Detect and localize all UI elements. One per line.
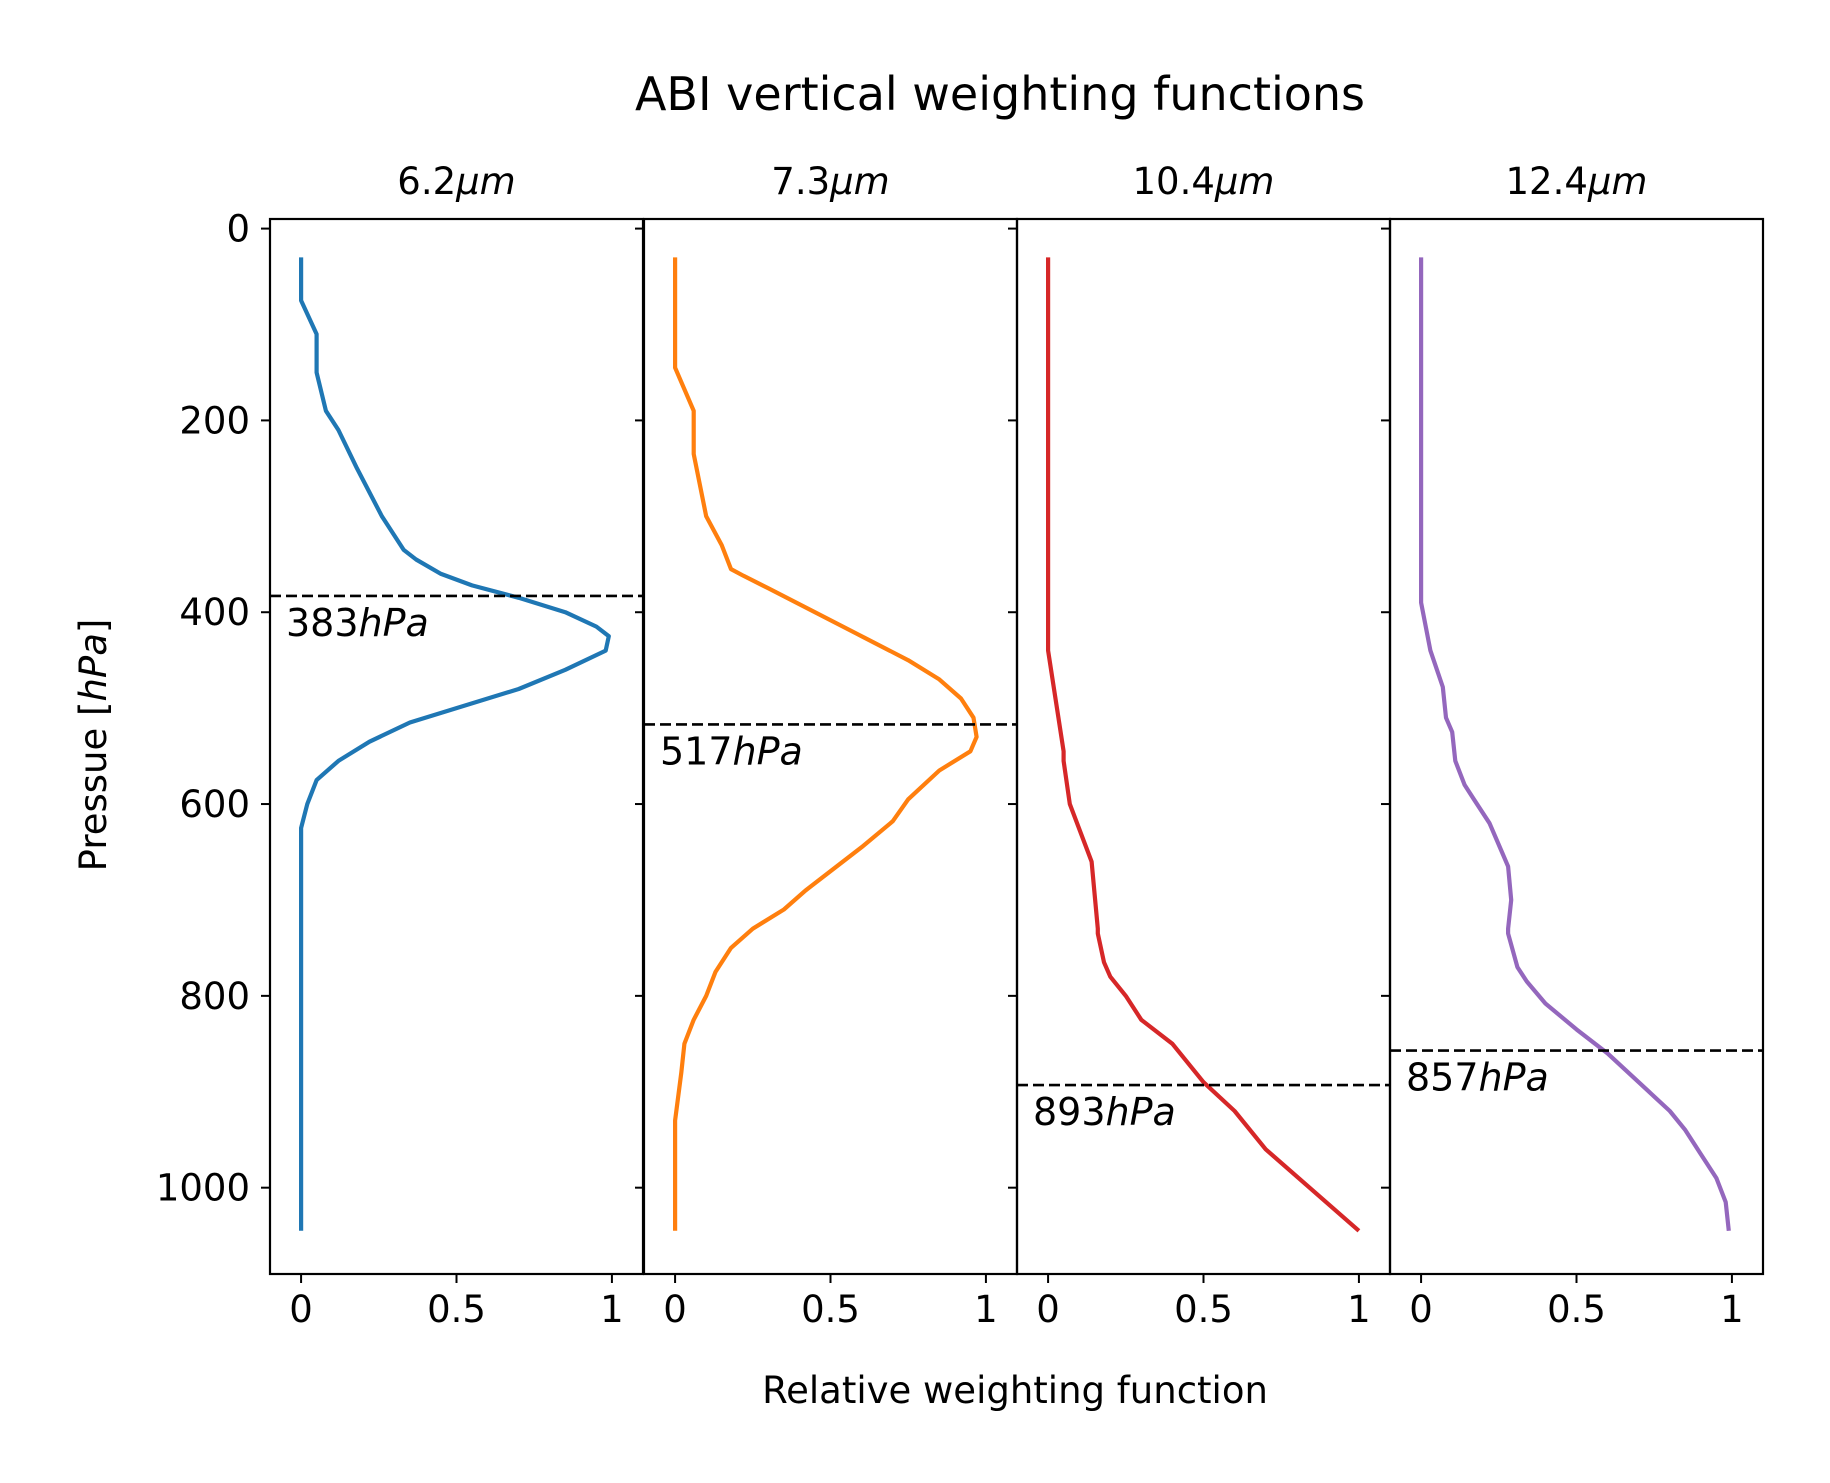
panel-4: 12.4μm 857hPa 0 0.5 1	[1381, 160, 1765, 1331]
panel-title: 6.2μm	[397, 160, 515, 203]
panel-title: 10.4μm	[1133, 160, 1275, 203]
x-tick-label: 1	[600, 1288, 624, 1331]
series-line	[299, 257, 611, 1231]
x-tick-label: 0.5	[1174, 1288, 1233, 1331]
series-line	[1419, 257, 1731, 1232]
x-tick-label: 1	[1720, 1288, 1744, 1331]
x-tick-label: 1	[974, 1288, 998, 1331]
panel-frame	[268, 217, 645, 1276]
x-tick-label: 0	[289, 1288, 313, 1331]
y-axis-label: Pressue [hPa]	[72, 619, 115, 872]
series-line	[1046, 257, 1361, 1233]
peak-annotation: 517hPa	[660, 729, 803, 773]
panel-frame	[1388, 217, 1765, 1276]
x-tick-label: 0.5	[801, 1288, 860, 1331]
panel-title: 12.4μm	[1506, 160, 1648, 203]
y-tick-label: 400	[179, 591, 250, 634]
peak-annotation: 383hPa	[286, 601, 429, 645]
series-line	[673, 257, 979, 1231]
x-tick-label: 1	[1347, 1288, 1371, 1331]
panel-3: 10.4μm 893hPa 0 0.5 1	[1008, 160, 1392, 1331]
x-tick-label: 0.5	[427, 1288, 486, 1331]
peak-annotation: 893hPa	[1033, 1090, 1176, 1134]
panel-1: 6.2μm 383hPa 0 0.5 1	[261, 160, 645, 1331]
x-tick-label: 0	[1409, 1288, 1433, 1331]
panel-2: 7.3μm 517hPa 0 0.5 1	[635, 160, 1019, 1331]
x-tick-label: 0.5	[1547, 1288, 1606, 1331]
x-tick-label: 0	[1036, 1288, 1060, 1331]
panels: 6.2μm 383hPa 0 0.5 1 7.3μm 517hPa 0 0.5 1 10.4μm 89…	[261, 160, 1765, 1331]
y-tick-label: 0	[226, 208, 250, 251]
chart-title: ABI vertical weighting functions	[635, 67, 1365, 121]
y-tick-label: 200	[179, 399, 250, 442]
x-tick-label: 0	[663, 1288, 687, 1331]
y-tick-label: 800	[179, 975, 250, 1018]
x-axis-label: Relative weighting function	[762, 1369, 1268, 1412]
y-axis: 0 200 400 600 800 1000	[156, 208, 250, 1210]
panel-title: 7.3μm	[771, 160, 889, 203]
y-tick-label: 1000	[156, 1167, 250, 1210]
y-tick-label: 600	[179, 783, 250, 826]
peak-annotation: 857hPa	[1406, 1056, 1549, 1100]
